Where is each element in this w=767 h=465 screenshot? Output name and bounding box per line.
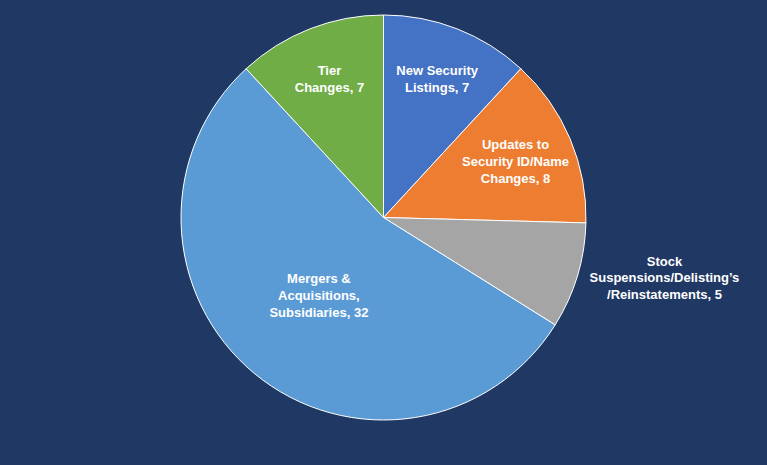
svg-text:StockSuspensions/Delisting’s/R: StockSuspensions/Delisting’s/Reinstateme… <box>590 254 740 303</box>
svg-text:TierChanges, 7: TierChanges, 7 <box>295 63 364 95</box>
svg-text:Updates toSecurity ID/NameChan: Updates toSecurity ID/NameChanges, 8 <box>462 137 569 186</box>
svg-text:New SecurityListings, 7: New SecurityListings, 7 <box>396 63 478 95</box>
svg-text:Mergers &Acquisitions,Subsidia: Mergers &Acquisitions,Subsidiaries, 32 <box>269 271 368 320</box>
